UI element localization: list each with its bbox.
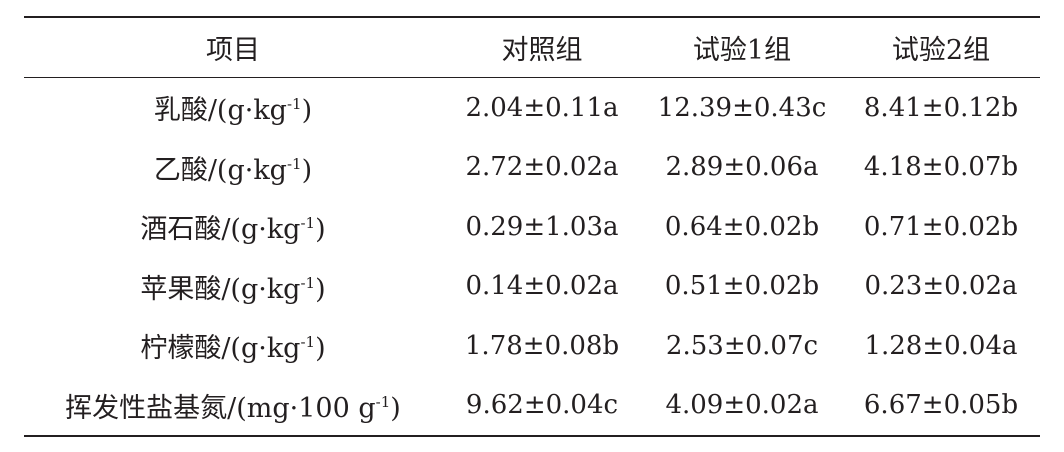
cell-test2: 8.41±0.12b [863,92,1019,123]
table-row: 苹果酸/(g·kg-1) 0.14±0.02a 0.51±0.02b 0.23±… [24,257,1040,317]
row-label-close: ) [390,392,401,424]
cell-test1: 0.51±0.02b [664,271,820,302]
cell-test2: 4.18±0.07b [863,152,1019,183]
row-label-text: 酒石酸/(g·kg [140,214,301,246]
row-label-exponent: -1 [300,333,316,352]
row-label: 乳酸/(g·kg-1) [24,78,442,138]
table-row: 乙酸/(g·kg-1) 2.72±0.02a 2.89±0.06a 4.18±0… [24,138,1040,198]
cell-control: 1.78±0.08b [464,330,620,361]
row-label-close: ) [301,154,313,186]
cell-test1: 2.89±0.06a [665,152,819,183]
row-label-close: ) [315,273,326,305]
cell-test2: 6.67±0.05b [842,375,1040,437]
row-label-exponent: -1 [375,392,391,411]
cell-control: 2.72±0.02a [465,152,619,183]
cell-test1: 2.53±0.07c [665,330,819,361]
table-body: 乳酸/(g·kg-1) 2.04±0.11a 12.39±0.43c 8.41±… [24,78,1040,437]
cell-test2: 1.28±0.04a [864,330,1018,361]
row-label: 挥发性盐基氮/(mg·100 g-1) [24,375,442,437]
row-label-text: 乳酸/(g·kg [153,95,287,127]
header-item: 项目 [24,16,442,78]
row-label-text: 乙酸/(g·kg [153,154,287,186]
row-label-exponent: -1 [300,273,316,292]
table-header: 项目 对照组 试验1组 试验2组 [24,16,1040,78]
cell-control: 9.62±0.04c [442,375,642,437]
cell-test1: 0.64±0.02b [664,211,820,242]
row-label-exponent: -1 [300,214,316,233]
header-test-group-2: 试验2组 [842,16,1040,78]
row-label: 乙酸/(g·kg-1) [24,138,442,198]
header-test-group-1: 试验1组 [642,16,842,78]
row-label-exponent: -1 [286,154,302,173]
header-row: 项目 对照组 试验1组 试验2组 [24,16,1040,78]
cell-control: 0.29±1.03a [465,211,619,242]
row-label-exponent: -1 [286,95,302,114]
row-label: 苹果酸/(g·kg-1) [24,257,442,317]
row-label-close: ) [315,214,326,246]
row-label: 酒石酸/(g·kg-1) [24,197,442,257]
table-row: 酒石酸/(g·kg-1) 0.29±1.03a 0.64±0.02b 0.71±… [24,197,1040,257]
row-label-text: 苹果酸/(g·kg [140,273,301,305]
data-table: 项目 对照组 试验1组 试验2组 乳酸/(g·kg-1) 2.04±0.11a … [24,16,1040,437]
table-row: 柠檬酸/(g·kg-1) 1.78±0.08b 2.53±0.07c 1.28±… [24,316,1040,376]
table-row: 乳酸/(g·kg-1) 2.04±0.11a 12.39±0.43c 8.41±… [24,78,1040,138]
row-label-close: ) [301,95,313,127]
row-label-text: 挥发性盐基氮/(mg·100 g [65,392,376,424]
cell-test2: 0.23±0.02a [864,271,1018,302]
row-label-close: ) [315,333,326,365]
table-row: 挥发性盐基氮/(mg·100 g-1) 9.62±0.04c 4.09±0.02… [24,375,1040,437]
cell-control: 0.14±0.02a [465,271,619,302]
cell-control: 2.04±0.11a [465,92,619,123]
row-label: 柠檬酸/(g·kg-1) [24,316,442,376]
data-table-container: 项目 对照组 试验1组 试验2组 乳酸/(g·kg-1) 2.04±0.11a … [24,16,1040,437]
row-label-text: 柠檬酸/(g·kg [140,333,301,365]
cell-test2: 0.71±0.02b [863,211,1019,242]
header-control-group: 对照组 [442,16,642,78]
cell-test1: 12.39±0.43c [657,92,827,123]
cell-test1: 4.09±0.02a [642,375,842,437]
